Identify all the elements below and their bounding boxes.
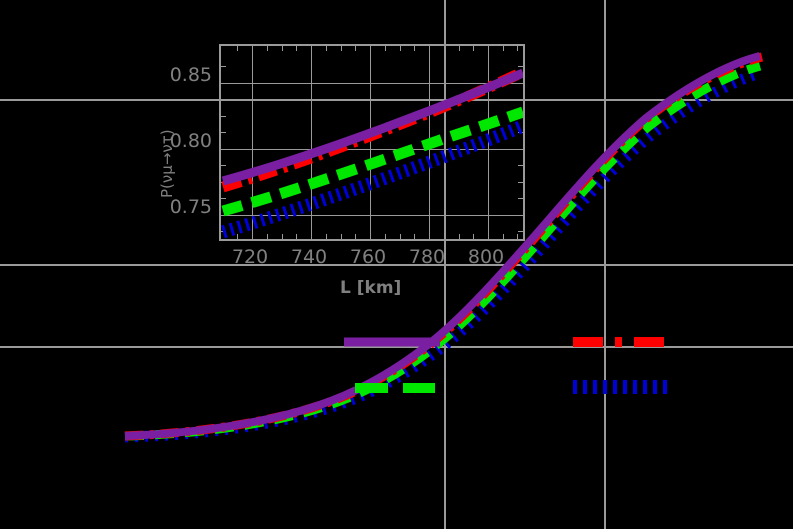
inset-xtick-780: 780 (408, 246, 446, 268)
inset-minor-tick (221, 132, 226, 133)
inset-yaxis-label-wrap: P(νμ→ντ) (140, 90, 176, 200)
main-hgridline-2 (0, 264, 793, 266)
inset-minor-tick (282, 46, 283, 51)
inset-minor-tick (414, 46, 415, 51)
inset-minor-tick (296, 234, 297, 239)
inset-xtick-760: 760 (349, 246, 387, 268)
inset-curves (221, 66, 523, 239)
inset-minor-tick (267, 234, 268, 239)
inset-ytick-085: 0.85 (169, 64, 212, 86)
main-hgridline-3 (0, 346, 793, 348)
inset-vgridline-760 (370, 46, 371, 239)
inset-minor-tick (517, 234, 518, 239)
inset-minor-tick (237, 46, 238, 51)
inset-zoom-plot (219, 44, 525, 241)
inset-minor-tick (237, 234, 238, 239)
legend-green[interactable] (355, 381, 435, 395)
inset-minor-tick (221, 66, 226, 67)
inset-minor-tick (221, 116, 226, 117)
inset-vgridline-720 (252, 46, 253, 239)
inset-hgridline-075 (221, 215, 523, 216)
inset-xtick-800: 800 (467, 246, 505, 268)
inset-minor-tick (326, 234, 327, 239)
inset-xaxis-label: L [km] (340, 278, 402, 298)
inset-minor-tick (518, 231, 523, 232)
inset-minor-tick (267, 46, 268, 51)
legend-purple[interactable] (344, 335, 440, 349)
inset-minor-tick (385, 46, 386, 51)
inset-minor-tick (503, 46, 504, 51)
inset-minor-tick (221, 99, 226, 100)
inset-minor-tick (221, 165, 226, 166)
legend-red[interactable] (573, 335, 669, 349)
inset-minor-tick (221, 198, 226, 199)
inset-minor-tick (282, 234, 283, 239)
inset-minor-tick (517, 46, 518, 51)
inset-minor-tick (518, 198, 523, 199)
inset-yaxis-label: P(νμ→ντ) (158, 129, 176, 198)
inset-curve-blue-dotted (221, 119, 523, 239)
inset-hgridline-080 (221, 149, 523, 150)
inset-minor-tick (473, 234, 474, 239)
inset-minor-tick (341, 46, 342, 51)
main-hgridline-1 (0, 99, 793, 101)
inset-minor-tick (296, 46, 297, 51)
inset-minor-tick (459, 46, 460, 51)
inset-minor-tick (518, 165, 523, 166)
inset-minor-tick (444, 234, 445, 239)
inset-xtick-740: 740 (290, 246, 328, 268)
inset-minor-tick (400, 46, 401, 51)
inset-minor-tick (518, 99, 523, 100)
inset-minor-tick (341, 234, 342, 239)
inset-curve-purple-solid (221, 68, 523, 186)
inset-minor-tick (518, 182, 523, 183)
inset-minor-tick (385, 234, 386, 239)
inset-minor-tick (518, 66, 523, 67)
main-vgridline-1 (444, 0, 446, 529)
inset-minor-tick (473, 46, 474, 51)
main-vgridline-2 (604, 0, 606, 529)
inset-ytick-080: 0.80 (169, 130, 212, 152)
legend-blue[interactable] (573, 379, 669, 395)
inset-hgridline-085 (221, 83, 523, 84)
inset-minor-tick (459, 234, 460, 239)
inset-ytick-075: 0.75 (169, 196, 212, 218)
inset-minor-tick (355, 234, 356, 239)
inset-curve-green-dashed (221, 106, 523, 217)
curve-purple-solid (124, 52, 761, 440)
inset-minor-tick (503, 234, 504, 239)
inset-vgridline-740 (311, 46, 312, 239)
inset-minor-tick (355, 46, 356, 51)
inset-minor-tick (444, 46, 445, 51)
inset-minor-tick (326, 46, 327, 51)
inset-minor-tick (400, 234, 401, 239)
inset-xtick-720: 720 (231, 246, 269, 268)
inset-minor-tick (414, 234, 415, 239)
